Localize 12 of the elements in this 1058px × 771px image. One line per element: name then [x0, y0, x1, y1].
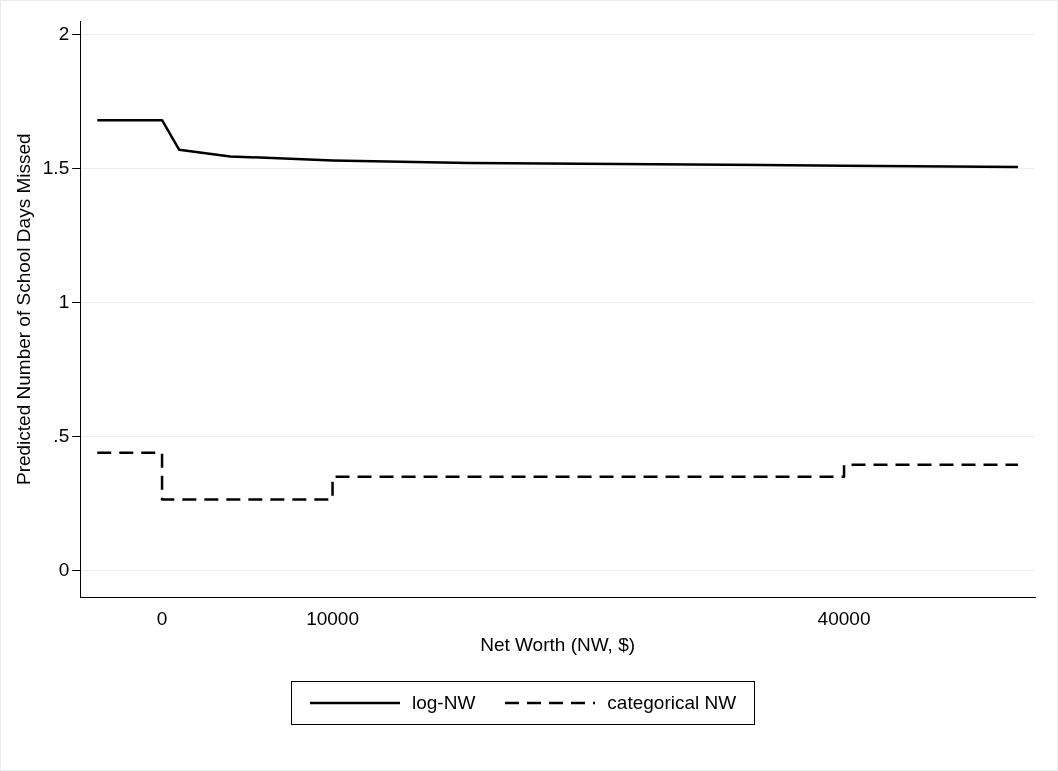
x-tick-label: 0: [156, 608, 168, 630]
y-tick-label: 1.5: [42, 156, 70, 178]
y-tick-label: 1: [58, 290, 70, 312]
x-tick-label: 10000: [306, 608, 359, 630]
y-axis-title: Predicted Number of School Days Missed: [12, 133, 34, 486]
x-axis-title: Net Worth (NW, $): [480, 633, 636, 655]
y-tick-label: 2: [58, 22, 70, 44]
x-tick-label: 40000: [817, 608, 871, 630]
y-tick-label: .5: [53, 424, 70, 446]
legend-label: categorical NW: [607, 692, 737, 714]
y-tick-label: 0: [58, 558, 70, 580]
legend-label: log-NW: [412, 692, 476, 714]
